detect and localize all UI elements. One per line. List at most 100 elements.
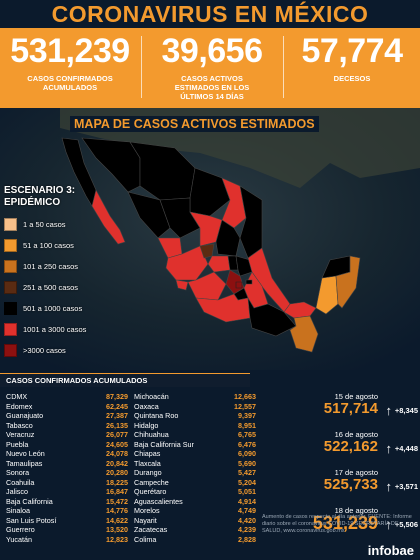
table-row: Coahuila 18,225 <box>6 478 128 488</box>
legend-item: 501 a 1000 casos <box>4 299 114 318</box>
state-cases: 26,135 <box>106 420 128 430</box>
table-row: Tlaxcala 5,690 <box>134 459 256 469</box>
stat-label: DECESOS <box>333 74 371 83</box>
table-row: Nuevo León 24,078 <box>6 449 128 459</box>
state-cases: 15,472 <box>106 496 128 506</box>
source-note: Aumento de casos respecto al día anterio… <box>262 514 412 534</box>
state-name: Veracruz <box>6 430 35 439</box>
state-cases: 87,329 <box>106 392 128 401</box>
state-name: San Luis Potosí <box>6 515 57 525</box>
state-cases: 12,557 <box>234 401 256 411</box>
state-guanajuato <box>207 255 231 273</box>
state-cases: 4,749 <box>238 506 256 515</box>
brand-logo: infobae <box>367 543 414 558</box>
state-tlaxcala <box>245 279 253 285</box>
table-row: Aguascalientes 4,914 <box>134 497 256 507</box>
legend-item: 51 a 100 casos <box>4 236 114 255</box>
state-cases: 16,847 <box>106 487 128 496</box>
table-row: Veracruz 26,077 <box>6 430 128 440</box>
state-cases: 20,280 <box>106 468 128 477</box>
state-cases: 6,476 <box>238 439 256 449</box>
table-row: Michoacán 12,663 <box>134 392 256 402</box>
table-row: San Luis Potosí 14,622 <box>6 516 128 526</box>
state-cdmx <box>235 281 243 289</box>
timeline-value: 522,162 <box>323 438 378 455</box>
timeline-date: 15 de agosto <box>334 392 378 401</box>
timeline-item: 17 de agosto 525,733 ↑ +3,571 <box>262 468 418 506</box>
state-name: Hidalgo <box>134 420 159 430</box>
legend-item: 1 a 50 casos <box>4 215 114 234</box>
state-cases: 24,605 <box>106 439 128 449</box>
table-row: Guerrero 13,520 <box>6 525 128 535</box>
state-name: Sinaloa <box>6 506 30 515</box>
table-row: Morelos 4,749 <box>134 506 256 516</box>
state-name: Nuevo León <box>6 449 45 458</box>
legend-item: 251 a 500 casos <box>4 278 114 297</box>
legend-label: 51 a 100 casos <box>23 241 74 250</box>
legend-label: >3000 casos <box>23 346 66 355</box>
state-cases: 6,765 <box>238 430 256 439</box>
table-row: Jalisco 16,847 <box>6 487 128 497</box>
table-row: Oaxaca 12,557 <box>134 402 256 412</box>
table-row: Quintana Roo 9,397 <box>134 411 256 421</box>
state-name: Morelos <box>134 506 160 515</box>
table-row: Puebla 24,605 <box>6 440 128 450</box>
map-title: MAPA DE CASOS ACTIVOS ESTIMADOS <box>70 116 319 132</box>
state-cases: 12,663 <box>234 392 256 401</box>
timeline-increase: +4,448 <box>394 444 418 453</box>
stat-deaths: 57,774 DECESOS <box>284 28 420 108</box>
timeline-value: 517,714 <box>323 400 378 417</box>
state-cases: 14,776 <box>106 506 128 515</box>
state-name: Colima <box>134 534 157 544</box>
state-name: Tabasco <box>6 420 33 430</box>
stat-active: 39,656 CASOS ACTIVOS ESTIMADOS EN LOS ÚL… <box>142 28 282 108</box>
state-name: Nayarit <box>134 515 157 525</box>
state-name: Aguascalientes <box>134 496 183 506</box>
state-cases: 27,387 <box>106 411 128 420</box>
table-row: Tamaulipas 20,842 <box>6 459 128 469</box>
table-row: Tabasco 26,135 <box>6 421 128 431</box>
state-quintana-roo <box>335 255 361 309</box>
table-row: Chiapas 6,090 <box>134 449 256 459</box>
state-cases: 24,078 <box>106 449 128 458</box>
legend-label: 1 a 50 casos <box>23 220 66 229</box>
state-name: Oaxaca <box>134 401 159 411</box>
stat-value: 57,774 <box>301 32 404 70</box>
state-cases: 26,077 <box>106 430 128 439</box>
arrow-up-icon: ↑ <box>385 479 393 494</box>
state-name: Jalisco <box>6 487 28 496</box>
state-cases: 12,823 <box>106 534 128 544</box>
state-name: Tamaulipas <box>6 458 43 468</box>
state-sinaloa <box>127 191 171 239</box>
divider <box>141 36 142 98</box>
legend-title: ESCENARIO 3: <box>4 185 76 196</box>
state-name: Baja California <box>6 496 53 506</box>
timeline: 15 de agosto 517,714 ↑ +8,345 16 de agosto 52… <box>262 392 418 544</box>
state-cases: 8,951 <box>238 420 256 430</box>
table-column-right: Michoacán 12,663 Oaxaca 12,557 Quintana Roo 9… <box>134 392 256 544</box>
timeline-date: 17 de agosto <box>334 468 378 477</box>
table-column-left: CDMX 87,329 Edomex 62,245 Guanajuato 27,387 Ta… <box>6 392 128 544</box>
state-name: Yucatán <box>6 534 32 544</box>
timeline-item: 18 de agosto 531,239 ↑ +5,506 <box>262 506 418 544</box>
legend-label: 501 a 1000 casos <box>23 304 83 313</box>
table-row: Nayarit 4,420 <box>134 516 256 526</box>
arrow-up-icon: ↑ <box>385 403 393 418</box>
table-row: Baja California Sur 6,476 <box>134 440 256 450</box>
table-row: Campeche 5,204 <box>134 478 256 488</box>
state-cases: 6,090 <box>238 449 256 458</box>
legend-label: 101 a 250 casos <box>23 262 79 271</box>
state-cases: 20,842 <box>106 458 128 468</box>
state-cases: 14,622 <box>106 515 128 525</box>
timeline-increase: +3,571 <box>394 482 418 491</box>
state-name: Durango <box>134 468 162 477</box>
map-legend: ESCENARIO 3: EPIDÉMICO 1 a 50 casos 51 a … <box>4 185 114 360</box>
state-baja-california-sur <box>91 189 126 245</box>
arrow-up-icon: ↑ <box>385 517 393 532</box>
timeline-item: 16 de agosto 522,162 ↑ +4,448 <box>262 430 418 468</box>
arrow-up-icon: ↑ <box>385 441 393 456</box>
table-row: Querétaro 5,051 <box>134 487 256 497</box>
timeline-date: 18 de agosto <box>334 506 378 515</box>
table-row: Yucatán 12,823 <box>6 535 128 545</box>
state-cases: 9,397 <box>238 411 256 420</box>
